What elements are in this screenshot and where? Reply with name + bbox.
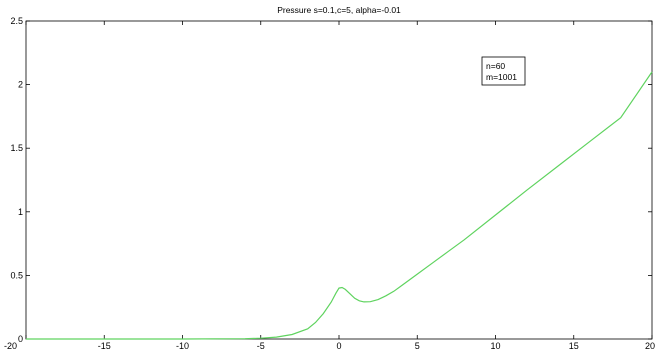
series-line bbox=[26, 71, 653, 340]
x-tick-label: 20 bbox=[645, 341, 655, 351]
x-tick-label: -15 bbox=[98, 341, 111, 351]
annotation-n: n=60 bbox=[486, 61, 505, 71]
y-axis: 0 0.5 1 1.5 2 2.5 bbox=[10, 16, 652, 344]
x-tick-label: 0 bbox=[336, 341, 341, 351]
annotation-box: n=60 m=1001 bbox=[481, 56, 526, 86]
y-tick-label: 0 bbox=[18, 334, 23, 344]
y-tick-label: 1.5 bbox=[10, 143, 23, 153]
x-axis: -20 -15 -10 -5 0 5 10 15 20 bbox=[4, 21, 655, 351]
x-tick-label: -10 bbox=[176, 341, 189, 351]
y-tick-label: 1 bbox=[18, 207, 23, 217]
y-tick-label: 0.5 bbox=[10, 270, 23, 280]
x-tick-label: 5 bbox=[415, 341, 420, 351]
x-tick-label: -5 bbox=[257, 341, 265, 351]
y-tick-label: 2 bbox=[18, 80, 23, 90]
chart-title: Pressure s=0.1,c=5, alpha=-0.01 bbox=[277, 5, 401, 15]
x-tick-label: 10 bbox=[490, 341, 500, 351]
y-tick-label: 2.5 bbox=[10, 16, 23, 26]
x-tick-label: 15 bbox=[569, 341, 579, 351]
x-tick-label: -20 bbox=[4, 341, 17, 351]
plot-area bbox=[25, 20, 653, 340]
annotation-m: m=1001 bbox=[486, 72, 517, 82]
